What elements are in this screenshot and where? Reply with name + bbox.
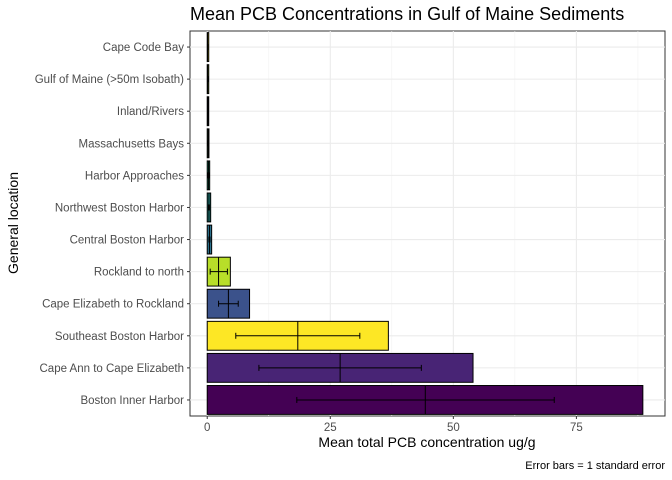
- category-label: Boston Inner Harbor: [80, 395, 184, 407]
- caption: Error bars = 1 standard error: [525, 460, 665, 472]
- category-label: Northwest Boston Harbor: [55, 202, 184, 214]
- category-label: Central Boston Harbor: [70, 235, 185, 247]
- plot-panel: [189, 30, 666, 417]
- category-labels: Boston Inner Harbor Cape Ann to Cape Eliz…: [35, 42, 190, 407]
- x-tick-label: 25: [324, 422, 337, 434]
- category-label: Southeast Boston Harbor: [55, 331, 184, 343]
- chart-title: Mean PCB Concentrations in Gulf of Maine…: [190, 4, 624, 24]
- category-label: Inland/Rivers: [117, 106, 184, 118]
- category-label: Massachusetts Bays: [79, 138, 185, 150]
- category-label: Cape Ann to Cape Elizabeth: [40, 363, 185, 375]
- x-axis-ticks: 0 25 50 75: [204, 416, 583, 434]
- y-axis-title: General location: [5, 172, 21, 274]
- category-label: Gulf of Maine (>50m Isobath): [35, 74, 184, 86]
- x-tick-label: 0: [204, 422, 210, 434]
- category-label: Rockland to north: [94, 267, 184, 279]
- x-axis-title: Mean total PCB concentration ug/g: [318, 434, 535, 450]
- x-tick-label: 50: [447, 422, 460, 434]
- category-label: Cape Elizabeth to Rockland: [42, 299, 184, 311]
- category-label: Cape Code Bay: [103, 42, 184, 54]
- error-bars: [206, 32, 555, 415]
- category-label: Harbor Approaches: [85, 170, 184, 182]
- x-tick-label: 75: [570, 422, 583, 434]
